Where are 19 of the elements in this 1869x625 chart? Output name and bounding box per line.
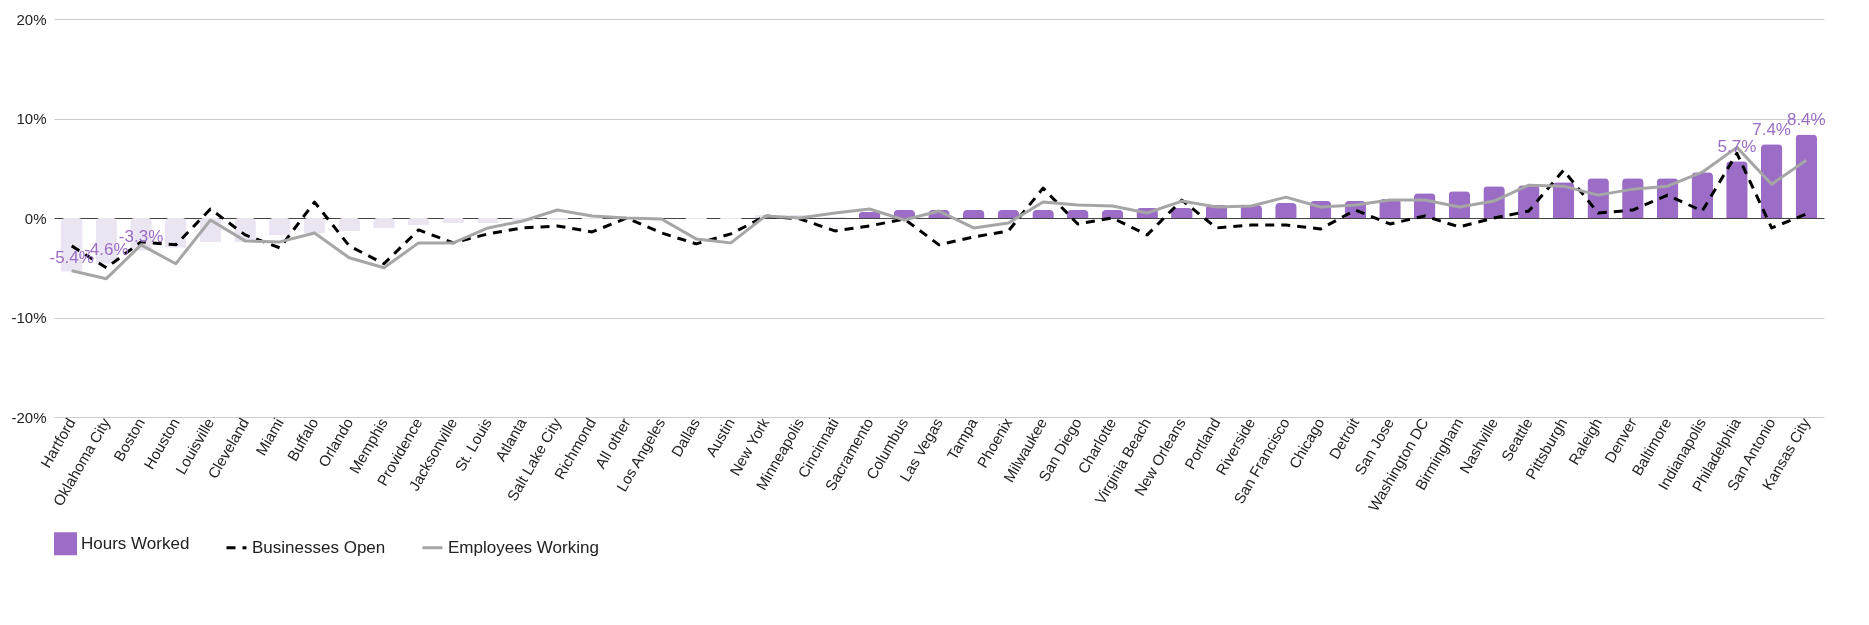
legend-label: Hours Worked [81,533,190,553]
bar [303,218,326,233]
bar [442,218,465,223]
data-label: 5.7% [1717,137,1757,157]
bar [1795,134,1818,218]
y-tick-label: 20% [16,10,47,28]
legend-label: Employees Working [448,537,599,557]
bar [962,210,985,218]
y-tick-label: 10% [16,110,47,127]
bar [1275,203,1297,218]
bar [477,218,499,223]
bar [858,212,881,218]
bar [269,218,291,235]
bar [338,218,360,231]
y-tick-label: -10% [11,309,47,326]
legend-label: Businesses Open [252,537,386,557]
y-tick-label: 0% [24,209,47,227]
bar [373,218,395,228]
bar [407,218,430,225]
